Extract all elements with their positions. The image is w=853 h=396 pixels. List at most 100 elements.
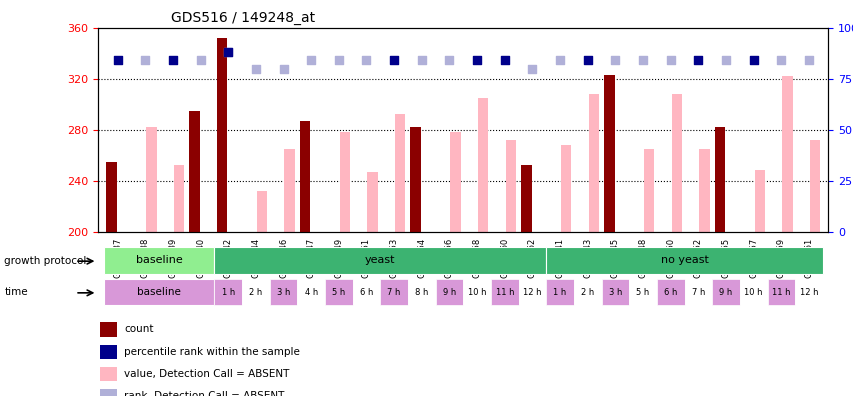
Text: 9 h: 9 h	[443, 287, 456, 297]
Point	[774, 57, 787, 63]
Bar	[100, 367, 117, 381]
Bar	[463, 279, 490, 305]
Point	[165, 57, 179, 63]
Text: 12 h: 12 h	[523, 287, 541, 297]
Point	[194, 57, 207, 63]
Point	[525, 65, 538, 72]
Bar	[352, 279, 380, 305]
Bar	[367, 172, 377, 232]
Bar	[100, 322, 117, 337]
Bar	[490, 279, 518, 305]
Bar	[339, 132, 350, 232]
Text: 9 h: 9 h	[718, 287, 732, 297]
Bar	[670, 94, 682, 232]
Bar	[520, 166, 531, 232]
Point	[111, 57, 125, 63]
Text: no yeast: no yeast	[660, 255, 708, 265]
Bar	[781, 76, 792, 232]
Point	[138, 57, 152, 63]
Point	[580, 57, 594, 63]
Bar	[684, 279, 711, 305]
Bar	[214, 279, 241, 305]
Bar	[546, 279, 573, 305]
Point	[470, 57, 484, 63]
Point	[801, 57, 815, 63]
Bar	[284, 149, 294, 232]
Text: 10 h: 10 h	[744, 287, 762, 297]
Point	[746, 57, 760, 63]
Bar	[629, 279, 656, 305]
Bar	[380, 279, 408, 305]
Bar	[794, 279, 822, 305]
Bar	[297, 279, 325, 305]
Bar	[739, 279, 767, 305]
Point	[553, 57, 566, 63]
Bar	[257, 191, 267, 232]
Text: 4 h: 4 h	[305, 287, 317, 297]
Bar	[478, 98, 488, 232]
Bar	[435, 279, 462, 305]
Bar	[699, 149, 709, 232]
Text: percentile rank within the sample: percentile rank within the sample	[124, 346, 299, 357]
Bar	[601, 279, 629, 305]
Bar	[270, 279, 297, 305]
Bar	[754, 170, 764, 232]
Bar	[106, 162, 117, 232]
Point	[663, 57, 676, 63]
Text: 1 h: 1 h	[221, 287, 235, 297]
Bar	[241, 279, 270, 305]
Text: 3 h: 3 h	[608, 287, 621, 297]
Point	[635, 57, 649, 63]
Point	[304, 57, 317, 63]
Point	[276, 65, 290, 72]
Text: growth protocol: growth protocol	[4, 255, 86, 266]
Bar	[573, 279, 601, 305]
Text: 6 h: 6 h	[359, 287, 373, 297]
Point	[359, 57, 373, 63]
Bar	[450, 132, 461, 232]
Point	[691, 57, 705, 63]
Bar	[173, 166, 184, 232]
Text: 7 h: 7 h	[691, 287, 705, 297]
Bar	[656, 279, 684, 305]
Point	[221, 49, 235, 55]
Point	[387, 57, 401, 63]
Point	[249, 65, 263, 72]
Text: 11 h: 11 h	[771, 287, 790, 297]
Bar	[518, 279, 546, 305]
Bar	[643, 149, 653, 232]
Text: 11 h: 11 h	[495, 287, 514, 297]
Bar	[809, 140, 820, 232]
Point	[497, 57, 511, 63]
Bar	[214, 247, 546, 274]
Text: 2 h: 2 h	[249, 287, 262, 297]
Bar	[189, 110, 200, 232]
Text: 3 h: 3 h	[276, 287, 290, 297]
Point	[415, 57, 428, 63]
Text: baseline: baseline	[136, 255, 183, 265]
Text: 7 h: 7 h	[387, 287, 400, 297]
Bar	[100, 345, 117, 359]
Bar	[546, 247, 822, 274]
Point	[718, 57, 732, 63]
Text: value, Detection Call = ABSENT: value, Detection Call = ABSENT	[124, 369, 289, 379]
Bar	[603, 75, 614, 232]
Bar	[767, 279, 794, 305]
Point	[608, 57, 622, 63]
Point	[221, 49, 235, 55]
Text: 5 h: 5 h	[332, 287, 345, 297]
Bar	[217, 38, 227, 232]
Bar	[299, 121, 310, 232]
Text: yeast: yeast	[364, 255, 395, 265]
Bar	[103, 279, 214, 305]
Bar	[100, 389, 117, 396]
Text: GDS516 / 149248_at: GDS516 / 149248_at	[171, 11, 315, 25]
Text: 2 h: 2 h	[580, 287, 594, 297]
Text: 5 h: 5 h	[635, 287, 649, 297]
Text: 1 h: 1 h	[553, 287, 566, 297]
Text: 6 h: 6 h	[664, 287, 676, 297]
Bar	[711, 279, 739, 305]
Text: 8 h: 8 h	[415, 287, 428, 297]
Bar	[103, 247, 214, 274]
Text: 10 h: 10 h	[467, 287, 486, 297]
